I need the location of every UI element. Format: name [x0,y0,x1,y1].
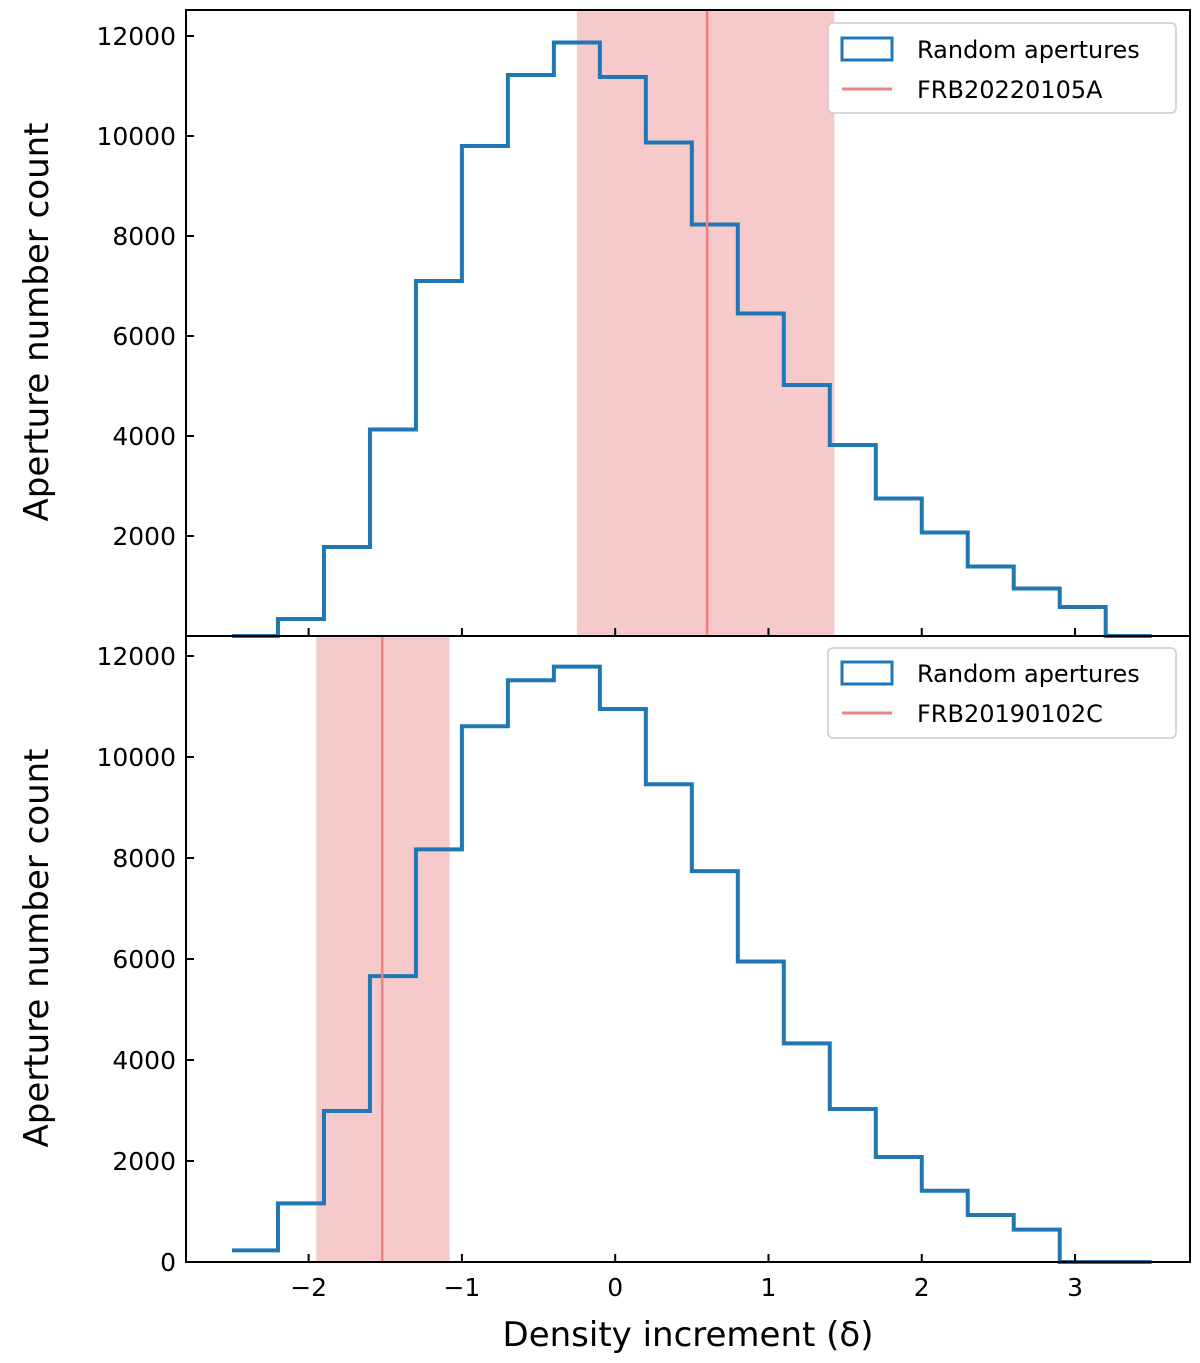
x-tick-label: 1 [761,1273,777,1302]
y-tick-label: 8000 [112,844,176,873]
x-tick-label: 3 [1067,1273,1083,1302]
y-tick-label: 8000 [112,222,176,251]
bottom-axes-frame [185,635,1191,1263]
bottom-legend: Random apertures FRB20190102C [827,647,1177,739]
y-tick-label: 4000 [112,1046,176,1075]
bottom-legend-hist-label: Random apertures [917,660,1140,688]
bottom-legend-hist-swatch [840,660,894,686]
x-tick-label: −1 [443,1273,480,1302]
top-legend-line-label: FRB20220105A [917,76,1103,104]
x-axis-label: Density increment (δ) [503,1315,874,1355]
y-tick-label: 4000 [112,422,176,451]
y-tick-label: 12000 [96,22,176,51]
top-uncertainty-band [576,10,835,636]
y-tick-label: 2000 [112,1147,176,1176]
top-legend-box [827,22,1177,114]
y-tick-label: 10000 [96,743,176,772]
x-tick-label: 0 [607,1273,623,1302]
x-tick-label: −2 [290,1273,327,1302]
histogram-outline [231,40,1152,638]
top-legend-hist-swatch [840,36,894,62]
y-tick-label: 0 [160,1248,176,1277]
bottom-ticks: 0 2000 4000 6000 8000 10000 12000 −2 −1 0 1 2 3 [96,642,1083,1302]
y-tick-label: 12000 [96,642,176,671]
y-tick-label: 2000 [112,522,176,551]
histogram-outline [231,664,1152,1264]
bottom-legend-line-label: FRB20190102C [917,700,1103,728]
top-histogram [231,40,1152,638]
top-legend: Random apertures FRB20220105A [827,22,1177,114]
bottom-histogram [231,664,1152,1264]
top-legend-hist-label: Random apertures [917,36,1140,64]
top-y-axis-label: Aperture number count [17,122,57,521]
bottom-legend-box [827,647,1177,739]
top-ticks: 2000 4000 6000 8000 10000 12000 [96,22,1077,636]
bottom-y-axis-label: Aperture number count [17,748,57,1147]
x-tick-label: 2 [914,1273,930,1302]
y-tick-label: 10000 [96,122,176,151]
y-tick-label: 6000 [112,322,176,351]
y-tick-label: 6000 [112,945,176,974]
